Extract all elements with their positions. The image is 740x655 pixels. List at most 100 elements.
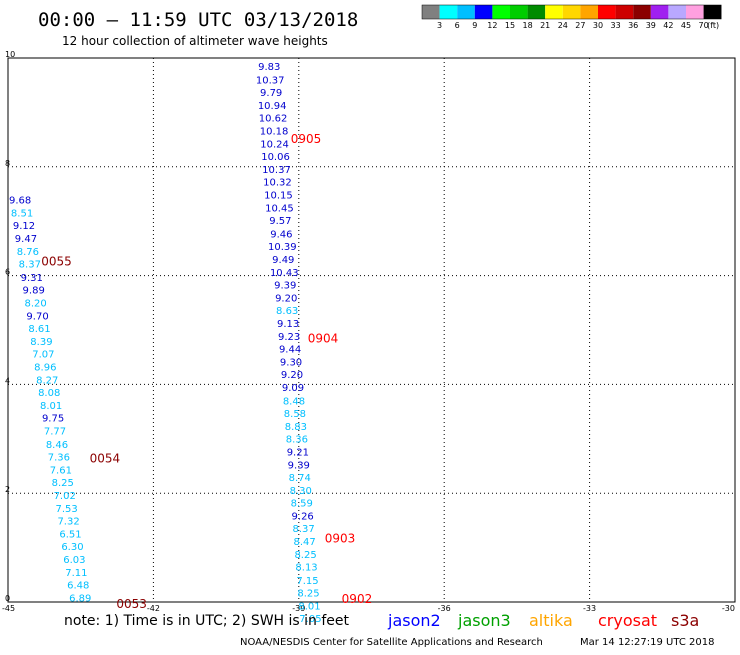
plot-frame: [7, 57, 736, 603]
wave-height-value: 10.24: [260, 139, 289, 150]
wave-height-value: 8.13: [295, 563, 317, 574]
wave-height-value: 8.25: [297, 588, 319, 599]
wave-height-value: 8.74: [289, 473, 311, 484]
y-tick-label: 4: [5, 376, 10, 385]
legend-jason3: jason3: [457, 611, 511, 630]
pass-time-label: 0053: [116, 597, 147, 611]
color-scale-unit: (ft): [707, 21, 719, 30]
color-scale-swatch: [439, 5, 458, 19]
y-tick-label: 10: [5, 50, 15, 59]
satellite-legend: jason2 jason3 altika cryosat s3a: [387, 611, 699, 630]
wave-height-value: 8.59: [291, 499, 313, 510]
color-scale-swatch: [562, 5, 581, 19]
wave-height-value: 10.15: [264, 191, 293, 202]
wave-height-value: 9.75: [42, 414, 64, 425]
wave-height-value: 10.06: [261, 152, 290, 163]
color-scale-swatch: [650, 5, 669, 19]
color-scale-label: 27: [575, 21, 585, 30]
chart-title: 00:00 – 11:59 UTC 03/13/2018: [38, 9, 358, 31]
wave-height-value: 9.12: [13, 221, 35, 232]
y-tick-label: 0: [5, 594, 10, 603]
wave-height-value: 8.76: [17, 247, 39, 258]
wave-height-value: 8.96: [34, 363, 56, 374]
wave-height-value: 8.08: [38, 388, 60, 399]
wave-height-value: 8.61: [28, 324, 50, 335]
color-scale-label: 12: [487, 21, 497, 30]
wave-height-value: 9.83: [258, 62, 280, 73]
footer-note: note: 1) Time is in UTC; 2) SWH is in fe…: [64, 613, 350, 629]
pass-time-label: 0904: [308, 332, 339, 346]
wave-height-value: 9.70: [26, 311, 48, 322]
wave-height-value: 9.09: [282, 383, 304, 394]
wave-height-value: 8.83: [285, 422, 307, 433]
color-scale-swatch: [492, 5, 510, 19]
wave-height-value: 7.61: [50, 465, 72, 476]
wave-height-value: 10.45: [265, 204, 294, 215]
wave-height-value: 8.30: [290, 486, 312, 497]
legend-jason2: jason2: [387, 611, 441, 630]
color-scale-label: 15: [505, 21, 515, 30]
color-scale-label: 39: [646, 21, 656, 30]
color-scale-outline: [421, 4, 722, 20]
wave-height-value: 9.39: [274, 280, 296, 291]
color-scale-label: 36: [628, 21, 638, 30]
legend-altika: altika: [529, 611, 573, 630]
wave-height-value: 6.03: [63, 555, 85, 566]
wave-height-value: 7.07: [32, 349, 54, 360]
wave-height-value: 9.20: [281, 370, 303, 381]
wave-height-value: 9.49: [272, 255, 294, 266]
wave-height-value: 8.37: [19, 260, 41, 271]
color-scale-swatch: [703, 5, 722, 19]
pass-time-label: 0905: [291, 132, 322, 146]
color-scale-swatch: [545, 5, 563, 19]
color-scale-label: 24: [558, 21, 568, 30]
wave-height-value: 10.94: [258, 101, 287, 112]
wave-height-value: 8.39: [30, 337, 52, 348]
wave-height-value: 8.01: [40, 401, 62, 412]
wave-height-value: 7.02: [54, 491, 76, 502]
y-tick-label: 2: [5, 485, 10, 494]
color-scale-swatch: [633, 5, 651, 19]
plot-grid: [8, 58, 735, 602]
wave-height-value: 8.46: [46, 440, 68, 451]
y-tick-label: 8: [5, 159, 10, 168]
wave-height-value: 6.48: [67, 581, 89, 592]
wave-height-value: 9.44: [279, 345, 301, 356]
wave-height-value: 9.13: [277, 319, 299, 330]
color-scale-swatch: [580, 5, 598, 19]
legend-cryosat: cryosat: [598, 611, 657, 630]
wave-height-value: 10.18: [260, 126, 289, 137]
x-tick-label: -30: [722, 604, 735, 613]
x-tick-label: -39: [292, 604, 305, 613]
color-scale-bar: 3 6 9 12 15 18 21 24 27 30 33 36 39 42 45 70(ft): [421, 4, 722, 30]
wave-height-value: 9.57: [269, 216, 291, 227]
color-scale-label: 18: [523, 21, 533, 30]
wave-height-value: 7.36: [48, 452, 70, 463]
wave-height-value: 8.63: [276, 306, 298, 317]
wave-height-value: 8.58: [284, 409, 306, 420]
color-scale-swatch: [668, 5, 686, 19]
wave-height-value: 8.36: [286, 434, 308, 445]
color-scale-swatch: [686, 5, 704, 19]
wave-height-value: 8.37: [293, 524, 315, 535]
wave-height-value: 8.20: [24, 298, 46, 309]
wave-height-value: 10.37: [256, 75, 285, 86]
wave-height-value: 9.47: [15, 234, 37, 245]
color-scale-label: 21: [540, 21, 550, 30]
wave-height-value: 10.43: [270, 268, 299, 279]
wave-height-value: 9.46: [270, 229, 292, 240]
color-scale-label: 30: [593, 21, 603, 30]
wave-height-value: 7.77: [44, 427, 66, 438]
color-scale-label: 6: [455, 21, 460, 30]
wave-height-value: 9.79: [260, 88, 282, 99]
generated-time: Mar 14 12:27:19 UTC 2018: [580, 637, 715, 648]
color-scale-swatch: [527, 5, 546, 19]
legend-s3a: s3a: [671, 611, 699, 630]
wave-height-value: 6.89: [69, 594, 91, 605]
x-tick-label: -45: [2, 604, 15, 613]
x-tick-labels: -45 -42 -39 -36 -33 -30: [2, 604, 735, 613]
pass-time-label: 0903: [325, 531, 356, 545]
wave-height-value: 9.89: [23, 285, 45, 296]
wave-height-value: 10.32: [263, 178, 292, 189]
